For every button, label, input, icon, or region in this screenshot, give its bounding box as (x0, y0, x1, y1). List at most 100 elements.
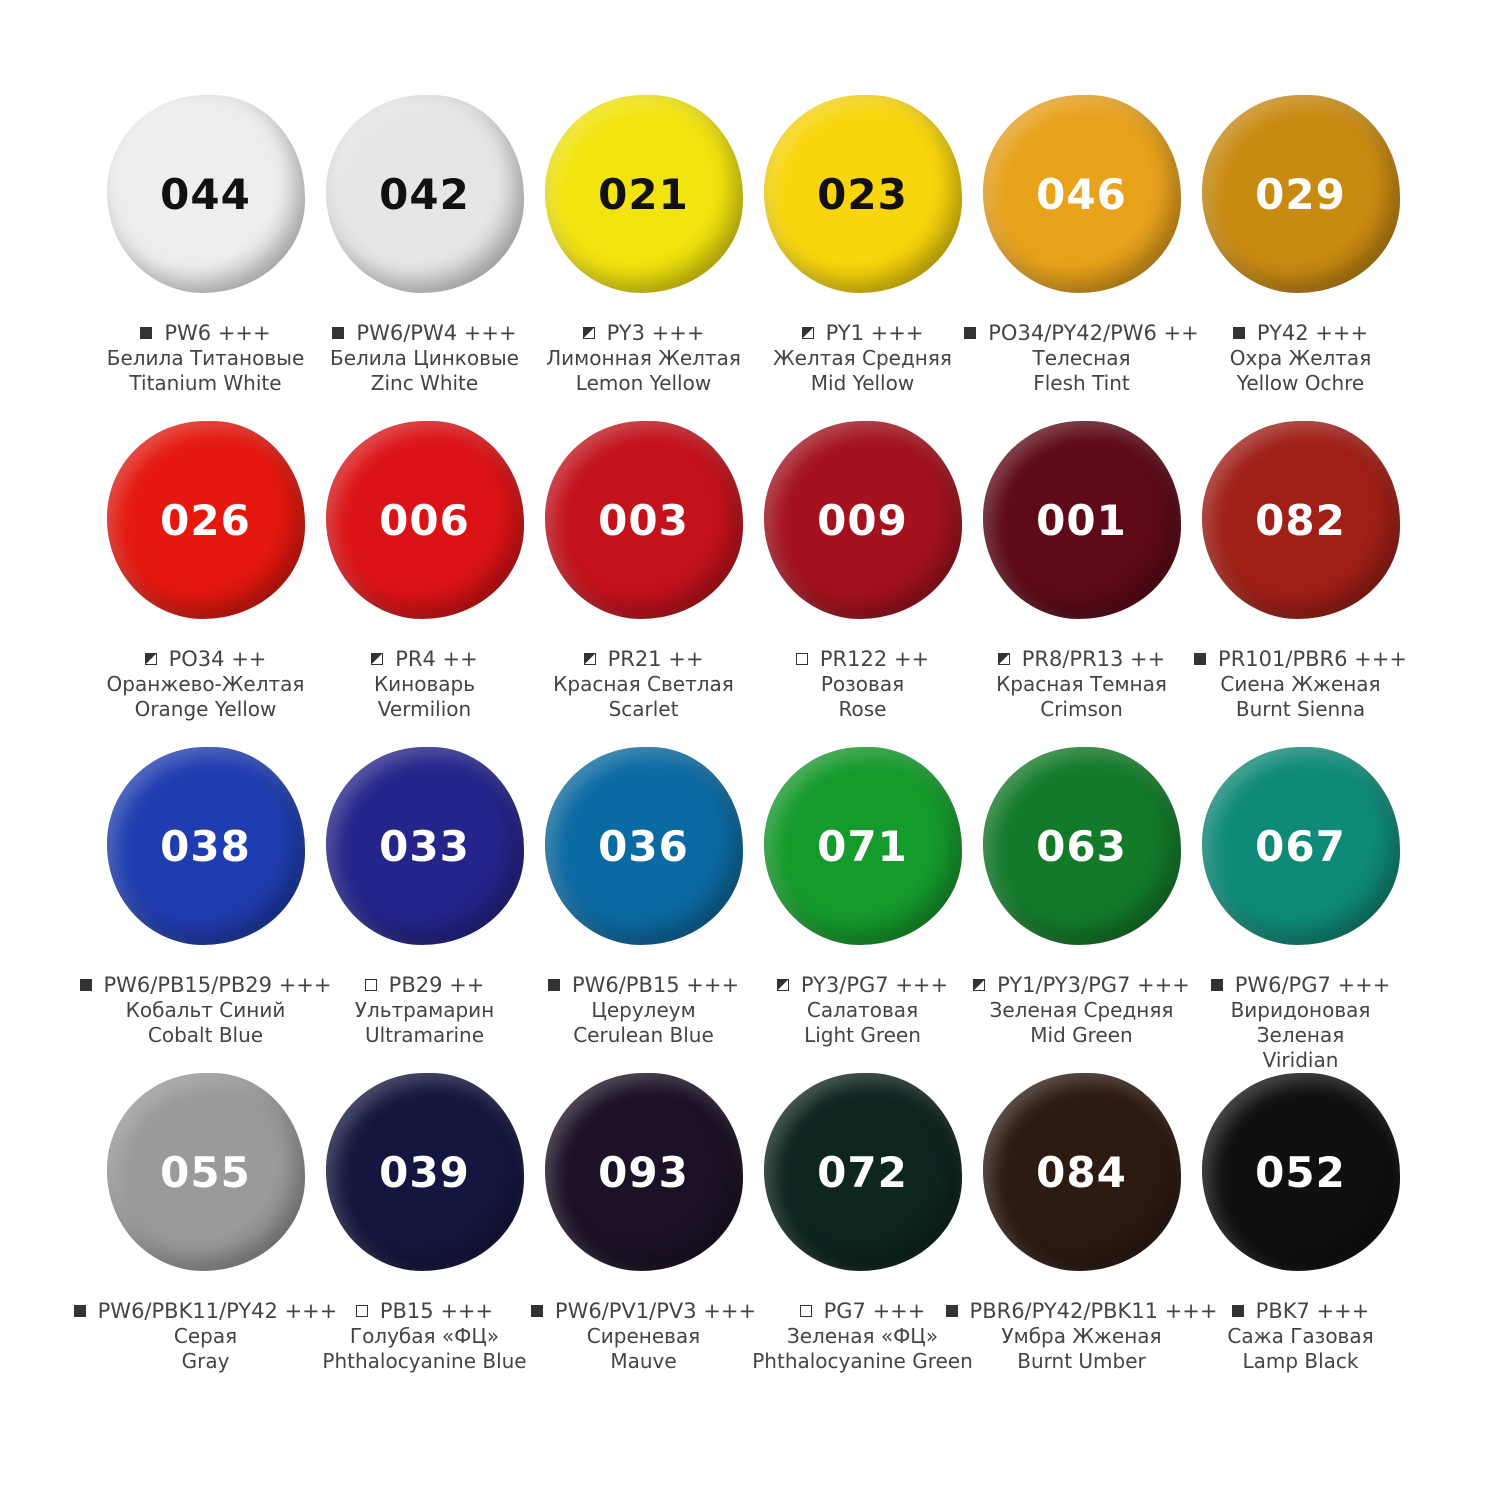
color-code: 033 (379, 821, 470, 871)
paint-blob: 003 (544, 421, 743, 619)
color-name-ru: Умбра Жженая (1001, 1324, 1162, 1348)
paint-blob: 023 (763, 95, 962, 293)
opacity-semi-icon (371, 653, 384, 665)
opacity-opaque-icon (332, 327, 345, 339)
color-code: 029 (1255, 169, 1346, 219)
pigment-code: PW6/PW4 +++ (356, 321, 517, 345)
color-name-en: Mauve (610, 1349, 677, 1373)
color-code: 001 (1036, 495, 1127, 545)
paint-blob: 046 (982, 95, 1181, 293)
pigment-code: PW6/PBK11/PY42 +++ (97, 1299, 338, 1323)
paint-swatch: 072 PG7 +++ Зеленая «ФЦ» Phthalocyanine … (752, 1073, 973, 1399)
color-name-en: Zinc White (370, 371, 479, 395)
paint-blob: 033 (325, 747, 524, 945)
color-name-ru: Белила Титановые (106, 346, 305, 370)
color-name-ru: Киноварь (373, 672, 476, 696)
color-name-en: Cerulean Blue (573, 1023, 714, 1047)
color-code: 093 (598, 1147, 689, 1197)
paint-blob: 071 (763, 747, 962, 945)
opacity-opaque-icon (1210, 979, 1223, 991)
color-name-ru: Сиена Жженая (1220, 672, 1381, 696)
opacity-semi-icon (582, 327, 595, 339)
color-name-ru: Зеленая Средняя (989, 998, 1174, 1022)
opacity-opaque-icon (79, 979, 92, 991)
color-name-en: Light Green (804, 1023, 921, 1047)
color-name-en: Gray (181, 1349, 230, 1373)
opacity-transparent-icon (364, 979, 377, 991)
paint-blob: 055 (106, 1073, 305, 1271)
paint-blob: 006 (325, 421, 524, 619)
opacity-opaque-icon (73, 1305, 86, 1317)
paint-swatch: 046 PO34/PY42/PW6 ++ Телесная Flesh Tint (964, 95, 1199, 421)
pigment-code: PY42 +++ (1256, 321, 1369, 345)
color-code: 039 (379, 1147, 470, 1197)
color-code: 052 (1255, 1147, 1346, 1197)
color-code: 067 (1255, 821, 1346, 871)
color-name-ru: Охра Желтая (1229, 346, 1372, 370)
pigment-code: PR21 ++ (607, 647, 704, 671)
color-name-en: Lemon Yellow (575, 371, 712, 395)
color-name-ru: Желтая Средняя (773, 346, 952, 370)
opacity-opaque-icon (547, 979, 560, 991)
color-name-ru-line: Зеленая (1256, 1023, 1345, 1047)
color-name-en: Phthalocyanine Blue (322, 1349, 527, 1373)
color-code: 023 (817, 169, 908, 219)
color-name-en: Cobalt Blue (147, 1023, 264, 1047)
paint-blob: 044 (106, 95, 305, 293)
pigment-code: PY3/PG7 +++ (800, 973, 949, 997)
paint-blob: 039 (325, 1073, 524, 1271)
color-code: 063 (1036, 821, 1127, 871)
color-name-en: Vermilion (377, 697, 472, 721)
color-name-en: Mid Yellow (810, 371, 915, 395)
color-name-ru-line: Виридоновая (1230, 998, 1371, 1022)
paint-swatch: 029 PY42 +++ Охра Желтая Yellow Ochre (1191, 95, 1410, 421)
pigment-code: PY1 +++ (825, 321, 924, 345)
color-name-en: Burnt Umber (1017, 1349, 1146, 1373)
opacity-transparent-icon (795, 653, 808, 665)
pigment-code: PO34 ++ (168, 647, 267, 671)
paint-swatch: 042 PW6/PW4 +++ Белила Цинковые Zinc Whi… (315, 95, 534, 421)
color-name-en: Mid Green (1030, 1023, 1133, 1047)
color-name-en: Phthalocyanine Green (752, 1349, 973, 1373)
color-code: 082 (1255, 495, 1346, 545)
pigment-code: PW6 +++ (164, 321, 271, 345)
color-name-en: Scarlet (608, 697, 679, 721)
color-name-ru: Голубая «ФЦ» (349, 1324, 500, 1348)
pigment-code: PO34/PY42/PW6 ++ (988, 321, 1199, 345)
paint-swatch: 001 PR8/PR13 ++ Красная Темная Crimson (972, 421, 1191, 747)
opacity-opaque-icon (1232, 327, 1245, 339)
pigment-code: PW6/PB15 +++ (571, 973, 740, 997)
color-name-ru: Лимонная Желтая (546, 346, 741, 370)
paint-blob: 052 (1201, 1073, 1400, 1271)
paint-swatch: 021 PY3 +++ Лимонная Желтая Lemon Yellow (534, 95, 753, 421)
paint-swatch: 063 PY1/PY3/PG7 +++ Зеленая Средняя Mid … (972, 747, 1191, 1073)
pigment-code: PY1/PY3/PG7 +++ (997, 973, 1190, 997)
color-name-ru: Салатовая (806, 998, 919, 1022)
paint-swatch: 067 PW6/PG7 +++ Виридоновая Зеленая Virid… (1191, 747, 1410, 1073)
color-name-ru: Сажа Газовая (1227, 1324, 1374, 1348)
paint-blob: 063 (982, 747, 1181, 945)
color-name-en: Burnt Sienna (1235, 697, 1366, 721)
paint-blob: 036 (544, 747, 743, 945)
color-name-en: Viridian (1262, 1048, 1339, 1072)
opacity-opaque-icon (530, 1305, 543, 1317)
paint-swatch: 039 PB15 +++ Голубая «ФЦ» Phthalocyanine… (315, 1073, 534, 1399)
paint-blob: 072 (763, 1073, 962, 1271)
paint-blob: 009 (763, 421, 962, 619)
paint-swatch: 023 PY1 +++ Желтая Средняя Mid Yellow (753, 95, 972, 421)
paint-swatch: 003 PR21 ++ Красная Светлая Scarlet (534, 421, 753, 747)
color-name-ru: Ультрамарин (354, 998, 495, 1022)
opacity-semi-icon (801, 327, 814, 339)
opacity-semi-icon (144, 653, 157, 665)
paint-blob: 067 (1201, 747, 1400, 945)
color-name-en: Titanium White (129, 371, 282, 395)
color-name-en: Ultramarine (364, 1023, 484, 1047)
paint-blob: 042 (325, 95, 524, 293)
paint-swatch: 055 PW6/PBK11/PY42 +++ Серая Gray (73, 1073, 337, 1399)
pigment-code: PW6/PB15/PB29 +++ (103, 973, 332, 997)
color-name-en: Lamp Black (1242, 1349, 1359, 1373)
color-code: 084 (1036, 1147, 1127, 1197)
color-name-ru: Сиреневая (586, 1324, 701, 1348)
color-name-en: Flesh Tint (1033, 371, 1130, 395)
color-code: 026 (160, 495, 251, 545)
